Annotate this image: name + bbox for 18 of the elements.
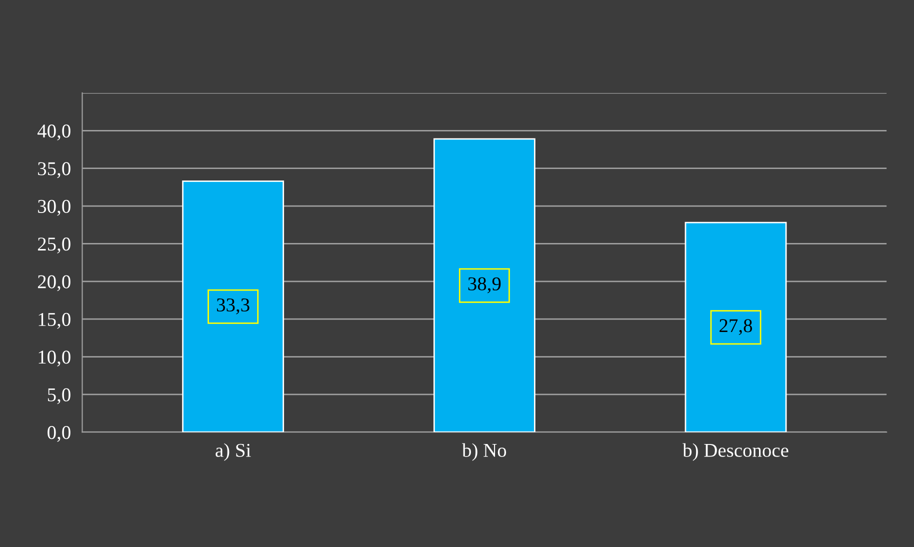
y-tick-label: 5,0 xyxy=(48,388,70,404)
y-tick-label: 30,0 xyxy=(38,200,70,216)
y-tick-label: 40,0 xyxy=(38,124,70,140)
bar xyxy=(182,180,284,432)
x-tick-label: b) No xyxy=(462,443,506,461)
data-label: 38,9 xyxy=(468,277,501,294)
data-label: 33,3 xyxy=(216,298,250,314)
x-tick-label: a) Si xyxy=(216,443,251,461)
y-tick-label: 15,0 xyxy=(38,312,70,329)
y-tick-label: 0,0 xyxy=(48,426,70,442)
bar xyxy=(684,222,787,432)
data-label: 27,8 xyxy=(720,319,752,336)
x-tick-label: b) Desconoce xyxy=(682,443,788,461)
bar xyxy=(433,138,536,432)
y-tick-label: 20,0 xyxy=(38,275,70,292)
y-tick-label: 25,0 xyxy=(38,238,70,254)
y-tick-label: 10,0 xyxy=(38,350,70,366)
y-tick-label: 35,0 xyxy=(38,162,70,178)
